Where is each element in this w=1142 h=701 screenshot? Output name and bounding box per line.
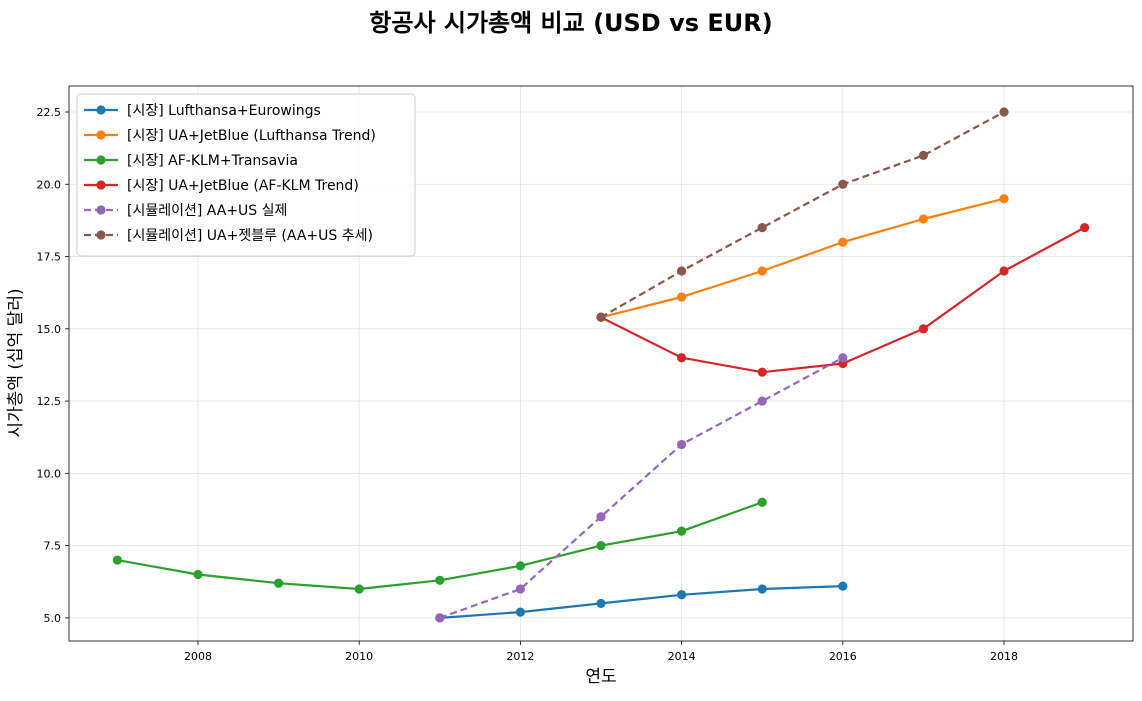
x-tick-label: 2010: [345, 650, 373, 663]
legend-swatch-marker: [96, 180, 106, 190]
chart-title: 항공사 시가총액 비교 (USD vs EUR): [369, 9, 772, 37]
series-0: [435, 581, 848, 623]
data-point: [596, 541, 606, 551]
data-point: [999, 107, 1009, 117]
data-point: [596, 598, 606, 609]
x-tick-label: 2018: [990, 650, 1018, 663]
x-tick-label: 2014: [668, 650, 696, 663]
axes: 2008 2010 2012 2014 2016 2018 5.0 7.5 10.0 12.5 15…: [37, 85, 1134, 663]
data-point: [515, 561, 525, 571]
series-2: [112, 497, 767, 594]
data-point: [112, 555, 122, 565]
data-point: [354, 584, 364, 594]
legend: [시장] Lufthansa+Eurowings [시장] UA+JetBlue …: [76, 93, 416, 257]
x-axis-label: 연도: [585, 667, 616, 687]
data-point: [918, 324, 929, 334]
data-point: [999, 266, 1009, 276]
series-group: [112, 107, 1090, 623]
data-point: [757, 497, 767, 507]
data-point: [677, 292, 687, 302]
y-tick-label: 7.5: [44, 540, 62, 553]
legend-item: [시뮬레이션] AA+US 실제: [84, 203, 287, 219]
data-point: [1080, 223, 1090, 233]
data-point: [596, 312, 606, 322]
legend-label: [시장] UA+JetBlue (Lufthansa Trend): [127, 128, 376, 144]
data-point: [999, 194, 1009, 204]
series-line: [439, 585, 843, 619]
legend-item: [시장] UA+JetBlue (AF-KLM Trend): [84, 178, 359, 194]
legend-item: [시장] Lufthansa+Eurowings: [84, 103, 321, 119]
legend-item: [시장] AF-KLM+Transavia: [84, 153, 298, 169]
data-point: [918, 214, 929, 224]
data-point: [677, 590, 687, 600]
data-point: [757, 266, 767, 276]
y-axis-label: 시가총액 (십억 달러): [6, 288, 26, 437]
legend-label: [시장] Lufthansa+Eurowings: [127, 103, 321, 119]
data-point: [677, 439, 687, 450]
x-tick-label: 2016: [829, 650, 857, 663]
series-4: [435, 353, 848, 623]
data-point: [757, 584, 767, 594]
legend-label: [시뮬레이션] UA+젯블루 (AA+US 추세): [127, 228, 373, 244]
series-5: [596, 107, 1009, 322]
legend-swatch-marker: [96, 105, 106, 115]
data-point: [677, 266, 687, 276]
data-point: [515, 607, 525, 617]
plot-frame: [68, 85, 1134, 642]
data-point: [757, 396, 767, 406]
legend-box: [76, 93, 416, 257]
x-tick-label: 2012: [506, 650, 534, 663]
series-line: [600, 111, 1005, 319]
data-point: [757, 367, 767, 377]
data-point: [435, 613, 445, 623]
y-tick-label: 5.0: [44, 612, 62, 625]
legend-item: [시뮬레이션] UA+젯블루 (AA+US 추세): [84, 228, 373, 244]
y-tick-label: 22.5: [37, 106, 62, 119]
data-point: [918, 150, 929, 160]
data-point: [596, 512, 606, 522]
series-line: [439, 356, 844, 619]
grid-lines: [69, 86, 1133, 641]
series-line: [600, 197, 1005, 319]
legend-swatch-marker: [96, 205, 106, 215]
y-tick-label: 10.0: [37, 467, 62, 480]
data-point: [515, 584, 525, 594]
data-point: [193, 569, 203, 580]
data-point: [677, 526, 687, 536]
legend-swatch-marker: [96, 155, 106, 165]
legend-swatch-marker: [96, 230, 106, 240]
legend-swatch-marker: [96, 130, 106, 140]
legend-label: [시장] AF-KLM+Transavia: [127, 153, 298, 169]
data-point: [838, 179, 848, 189]
legend-item: [시장] UA+JetBlue (Lufthansa Trend): [84, 128, 376, 144]
data-point: [838, 353, 848, 363]
y-tick-label: 15.0: [37, 323, 62, 336]
data-point: [273, 578, 284, 588]
series-1: [596, 194, 1009, 322]
data-point: [677, 353, 687, 363]
y-tick-label: 17.5: [37, 251, 62, 264]
data-point: [838, 581, 848, 591]
data-point: [757, 223, 767, 233]
data-point: [838, 237, 848, 247]
data-point: [435, 575, 445, 585]
legend-label: [시장] UA+JetBlue (AF-KLM Trend): [127, 178, 359, 194]
x-tick-label: 2008: [184, 650, 212, 663]
y-tick-label: 12.5: [37, 395, 62, 408]
legend-label: [시뮬레이션] AA+US 실제: [127, 203, 287, 219]
y-tick-label: 20.0: [37, 178, 62, 191]
